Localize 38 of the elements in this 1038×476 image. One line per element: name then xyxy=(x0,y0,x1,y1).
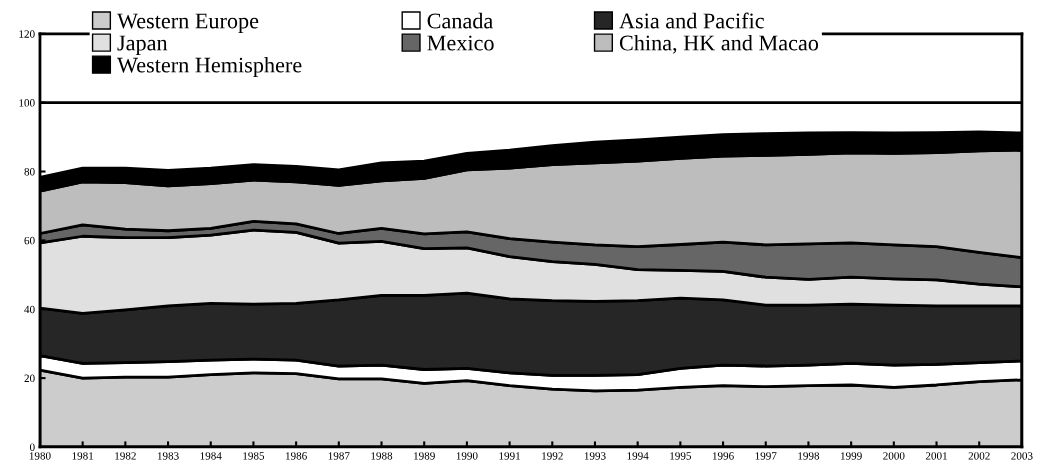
x-tick-label: 2000 xyxy=(883,452,905,460)
x-tick-label: 1995 xyxy=(670,452,692,460)
x-tick-label: 1994 xyxy=(627,452,649,460)
y-tick-label: 60 xyxy=(24,236,35,245)
x-tick-label: 1987 xyxy=(328,452,350,460)
x-tick-label: 1989 xyxy=(414,452,435,460)
legend-label: Western Hemisphere xyxy=(117,56,302,78)
x-tick-label: 1981 xyxy=(72,452,94,460)
x-tick-label: 1982 xyxy=(115,452,136,460)
y-tick-label: 40 xyxy=(24,305,35,314)
x-tick-label: 1996 xyxy=(712,452,734,460)
y-tick-label: 20 xyxy=(24,374,35,383)
x-tick-label: 1988 xyxy=(371,452,393,460)
x-tick-label: 1984 xyxy=(200,452,222,460)
x-tick-label: 2003 xyxy=(1011,452,1033,460)
legend-label: Mexico xyxy=(427,35,494,51)
x-tick-label: 1980 xyxy=(29,452,51,460)
x-tick-label: 1993 xyxy=(584,452,606,460)
x-tick-label: 1986 xyxy=(285,452,307,460)
legend-label: Asia and Pacific xyxy=(619,12,764,29)
x-tick-label: 1998 xyxy=(798,452,820,460)
x-tick-label: 2002 xyxy=(968,452,990,460)
x-tick-label: 1985 xyxy=(243,452,265,460)
y-tick-label: 120 xyxy=(19,30,35,38)
x-tick-label: 2001 xyxy=(925,452,947,460)
y-tick-label: 0 xyxy=(29,443,35,451)
x-tick-label: 1990 xyxy=(456,452,478,460)
x-tick-label: 1991 xyxy=(499,452,521,460)
legend-label: Canada xyxy=(427,12,493,29)
legend-label: China, HK and Macao xyxy=(619,34,819,54)
x-tick-label: 1997 xyxy=(755,452,777,460)
y-tick-label: 80 xyxy=(24,167,35,176)
legend-label: Japan xyxy=(117,35,168,56)
y-tick-label: 100 xyxy=(19,99,35,107)
x-tick-label: 1992 xyxy=(542,452,563,460)
legend-label: Western Europe xyxy=(117,13,259,33)
x-tick-label: 1983 xyxy=(157,452,179,460)
x-tick-label: 1999 xyxy=(841,452,862,460)
